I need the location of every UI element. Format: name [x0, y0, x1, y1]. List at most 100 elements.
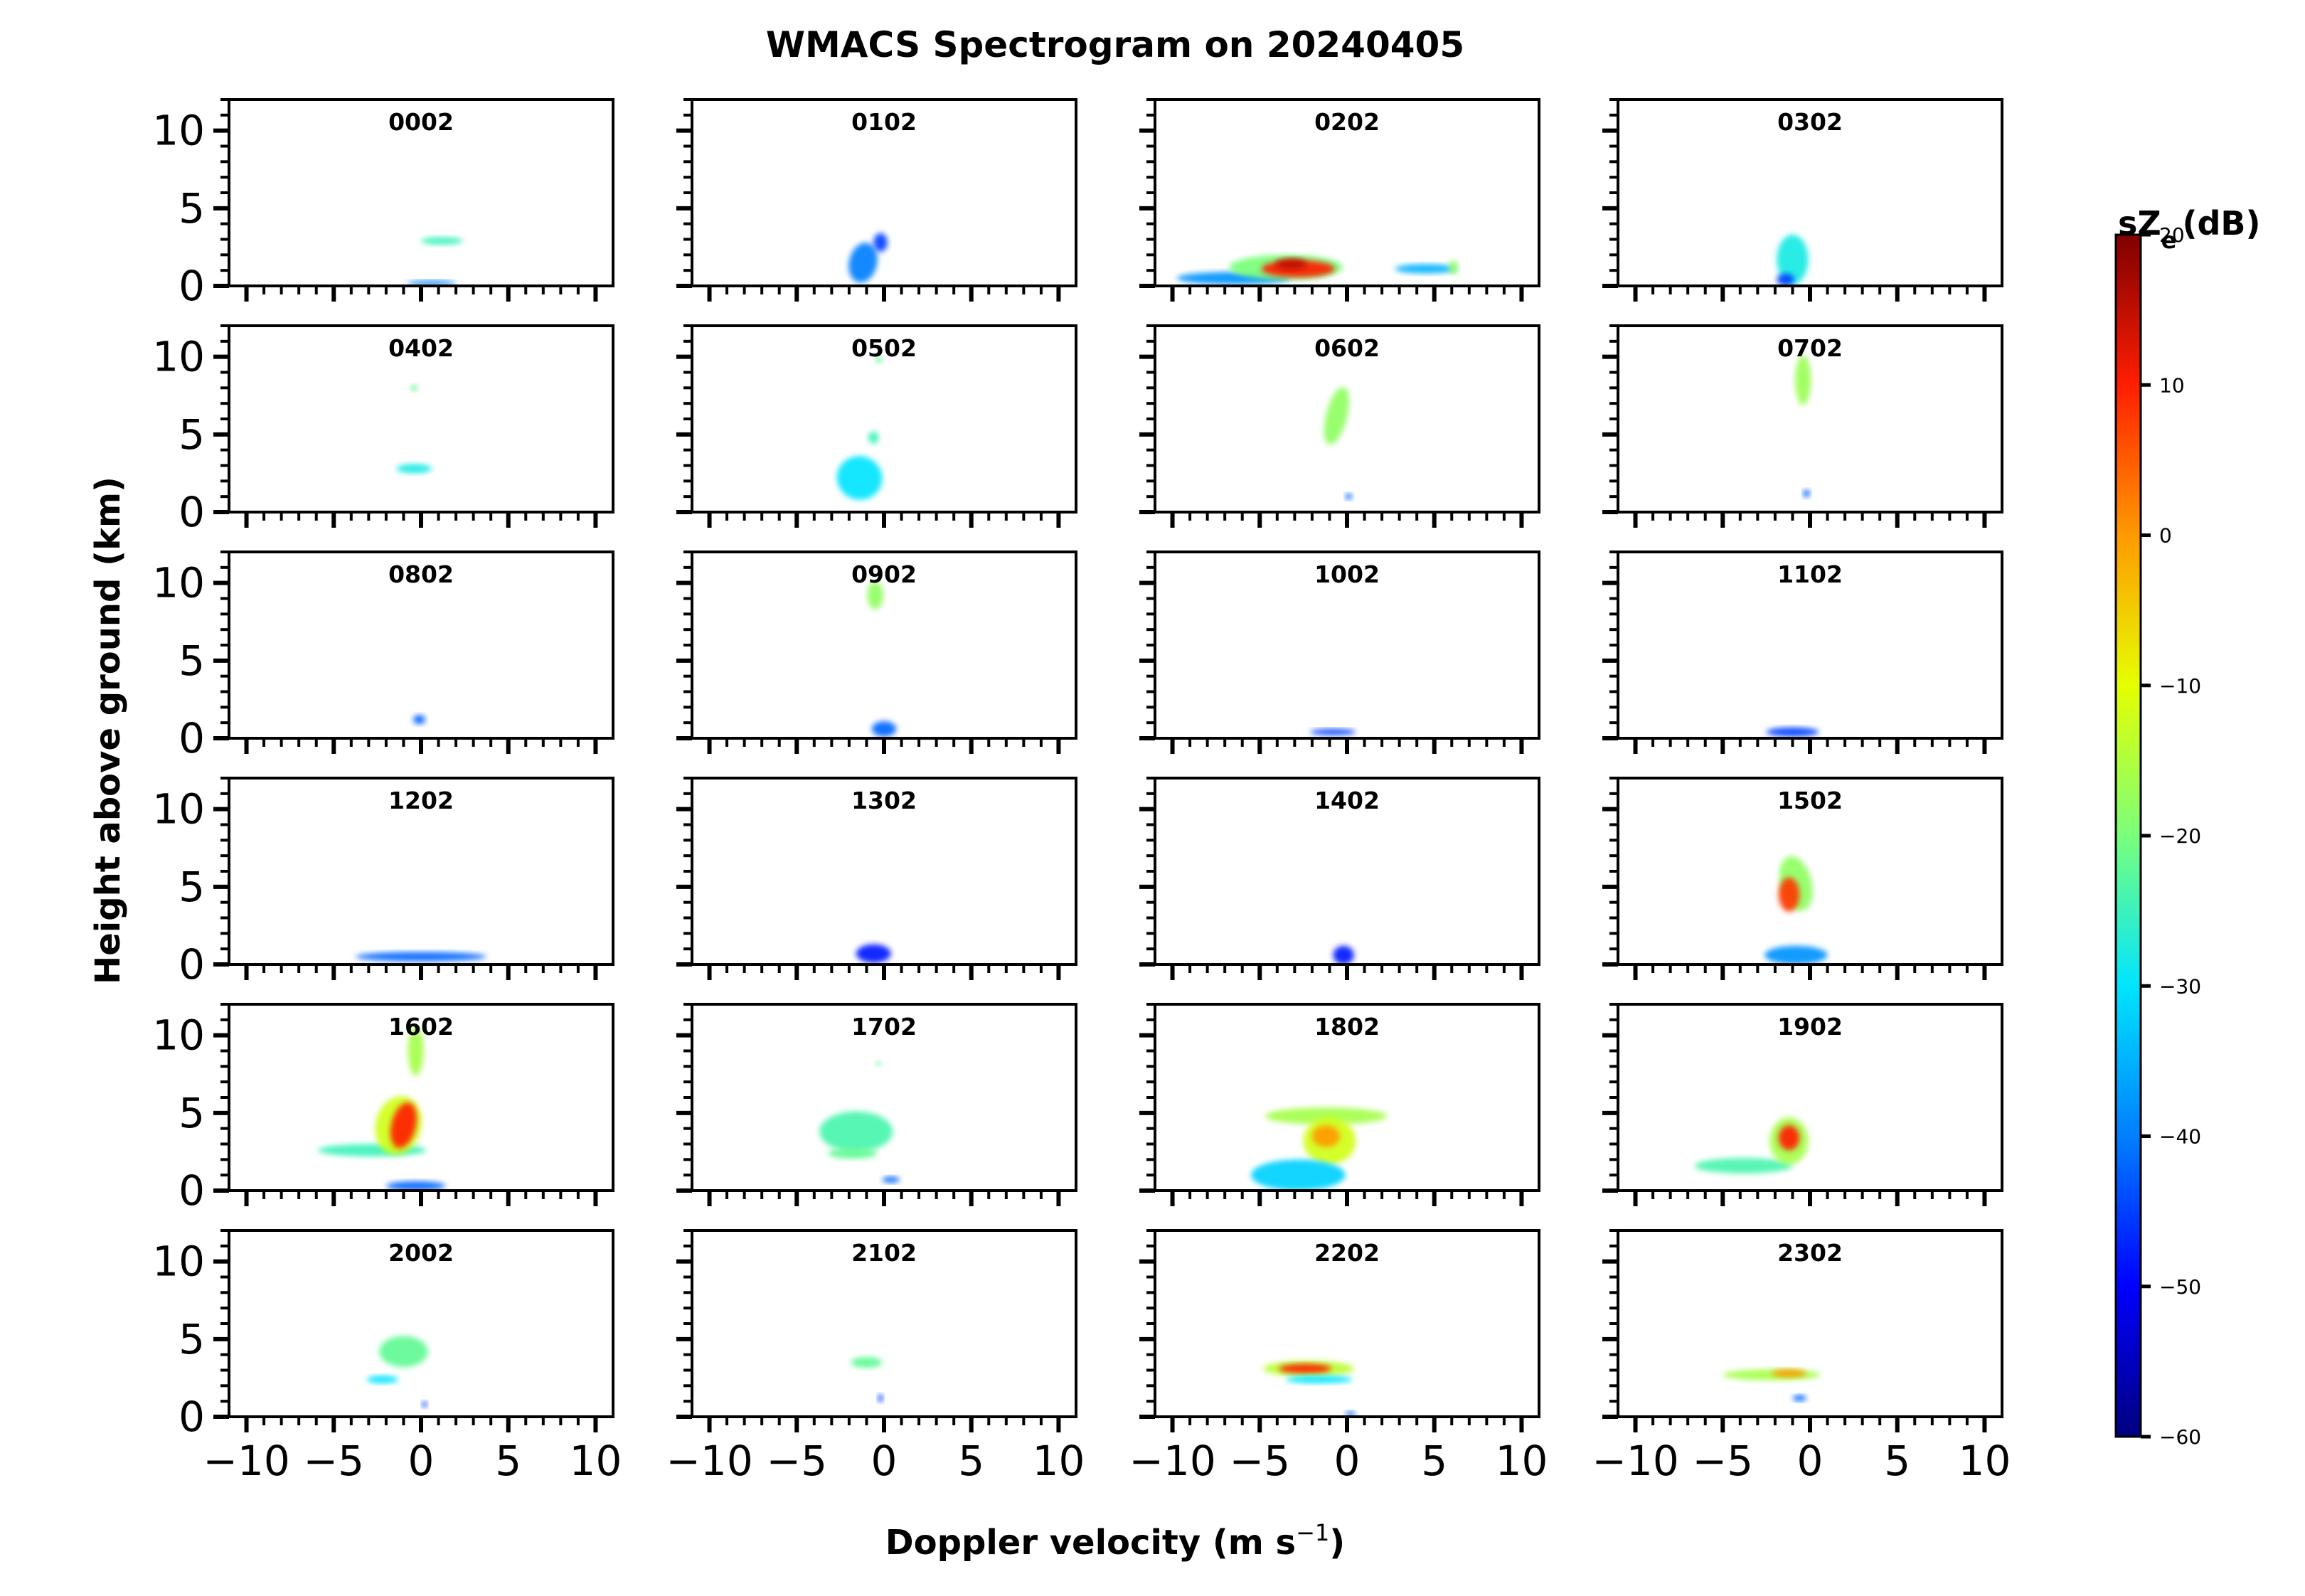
colorbar-tick-label: 20 — [2159, 223, 2185, 247]
y-tick-label: 10 — [152, 1238, 205, 1286]
echo-mark — [856, 944, 891, 963]
colorbar-ticks: 20 10 0 −10 −20 −30 −40 −50 −60 — [2141, 223, 2201, 1449]
panel-label: 1602 — [388, 1013, 454, 1041]
y-tick-label: 5 — [179, 1089, 205, 1137]
y-tick-label: 5 — [179, 1315, 205, 1363]
y-tick-label: 10 — [152, 107, 205, 155]
panel-label: 1402 — [1314, 787, 1380, 814]
echo-mark — [1275, 258, 1307, 270]
echo-layer — [355, 952, 487, 962]
echo-mark — [1803, 489, 1810, 498]
y-ticks: 0 5 10 — [152, 1003, 229, 1215]
echo-mark — [1279, 1363, 1331, 1373]
echo-layer — [1263, 1361, 1356, 1416]
y-ticks — [676, 1003, 692, 1193]
echo-layer — [1310, 728, 1356, 735]
panel-label: 1102 — [1777, 560, 1843, 588]
y-tick-label: 0 — [179, 1166, 205, 1215]
echo-mark — [385, 1181, 446, 1191]
x-tick-label: 10 — [1959, 1437, 2011, 1485]
y-ticks: 0 5 10 — [152, 777, 229, 989]
x-tick-label: 5 — [1421, 1437, 1447, 1485]
x-tick-label: −10 — [1129, 1437, 1215, 1485]
y-tick-label: 10 — [152, 785, 205, 834]
y-tick-label: 5 — [179, 863, 205, 911]
panel-2302: 2302 −10 −5 0 5 10 — [1592, 1229, 2011, 1485]
colorbar-tick-label: −60 — [2159, 1425, 2201, 1449]
y-tick-label: 5 — [179, 184, 205, 233]
echo-layer — [856, 944, 891, 963]
colorbar-label-unit: (dB) — [2182, 204, 2260, 243]
colorbar-tick-label: 0 — [2159, 524, 2172, 548]
x-tick-label: 10 — [570, 1437, 622, 1485]
x-tick-label: −10 — [203, 1437, 289, 1485]
x-tick-label: −5 — [304, 1437, 365, 1485]
y-tick-label: 10 — [152, 333, 205, 381]
echo-mark — [1778, 877, 1800, 912]
panel-2002: 2002 0 5 10 −10 −5 0 5 10 — [152, 1229, 622, 1485]
echo-layer — [366, 1336, 428, 1408]
echo-mark — [410, 384, 418, 391]
x-tick-label: 0 — [1797, 1437, 1824, 1485]
y-tick-label: 0 — [179, 488, 205, 536]
y-ticks — [1602, 1003, 1618, 1193]
echo-mark — [875, 1060, 882, 1066]
echo-mark — [355, 952, 487, 962]
x-ticks — [1633, 738, 1987, 754]
echo-mark — [868, 431, 879, 444]
colorbar-label-subscript: e — [2161, 227, 2177, 254]
panel-label: 0002 — [388, 108, 454, 136]
echo-mark — [379, 1336, 428, 1368]
panel-1302: 1302 — [676, 777, 1077, 980]
y-ticks — [676, 777, 692, 967]
x-ticks — [1633, 286, 1987, 302]
x-axis-label-close: ) — [1329, 1523, 1345, 1563]
panel-label: 0802 — [388, 560, 454, 588]
echo-layer — [1695, 1117, 1809, 1174]
echo-layer — [1766, 727, 1819, 737]
x-ticks — [1170, 738, 1524, 754]
x-ticks: −10 −5 0 5 10 — [666, 1417, 1085, 1485]
echo-layer — [318, 1026, 446, 1191]
x-ticks — [244, 286, 598, 302]
colorbar-tick-label: −40 — [2159, 1125, 2201, 1149]
panel-label: 2102 — [851, 1239, 917, 1267]
echo-mark — [408, 1026, 424, 1076]
panel-label: 1702 — [851, 1013, 917, 1041]
echo-mark — [851, 1356, 883, 1368]
echo-mark — [421, 237, 463, 245]
x-ticks: −10 −5 0 5 10 — [1592, 1417, 2011, 1485]
x-ticks — [1170, 512, 1524, 528]
y-tick-label: 0 — [179, 940, 205, 989]
panel-1102: 1102 — [1602, 550, 2003, 754]
colorbar-label-symbol: sZ — [2118, 204, 2161, 243]
echo-mark — [882, 1176, 900, 1183]
y-ticks — [1602, 98, 1618, 288]
x-axis-label: Doppler velocity (m s−1) — [885, 1519, 1345, 1563]
y-tick-label: 0 — [179, 1393, 205, 1441]
x-ticks — [244, 512, 598, 528]
echo-layer — [412, 715, 426, 725]
panel-0302: 0302 — [1602, 98, 2003, 302]
echo-mark — [1265, 1107, 1388, 1125]
echo-mark — [1311, 1125, 1341, 1147]
panel-1602: 1602 0 5 10 — [152, 1003, 614, 1215]
echo-mark — [871, 720, 897, 737]
panel-label: 0402 — [388, 334, 454, 362]
x-ticks — [707, 964, 1061, 980]
echo-mark — [1345, 1411, 1356, 1416]
echo-mark — [848, 243, 878, 283]
colorbar-gradient — [2114, 233, 2142, 1438]
echo-mark — [878, 1394, 883, 1403]
x-tick-label: 5 — [958, 1437, 984, 1485]
y-ticks — [1139, 1003, 1155, 1193]
echo-mark — [1777, 273, 1794, 286]
y-ticks — [676, 324, 692, 514]
x-axis-label-exponent: −1 — [1296, 1519, 1329, 1546]
x-tick-label: −5 — [1230, 1437, 1291, 1485]
echo-mark — [836, 456, 883, 500]
colorbar-label: sZe (dB) — [2118, 204, 2260, 254]
panel-0602: 0602 — [1139, 324, 1540, 528]
x-tick-label: 5 — [1884, 1437, 1910, 1485]
